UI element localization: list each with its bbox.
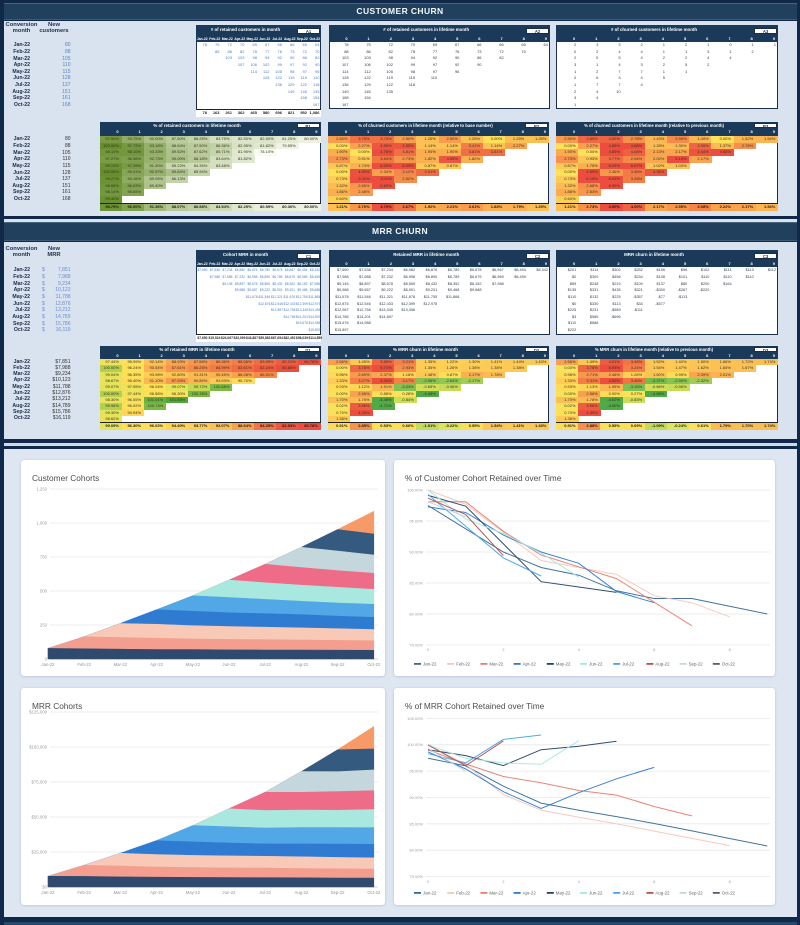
svg-text:% of MRR Cohort Retained over: % of MRR Cohort Retained over Time [405,701,545,711]
svg-text:Sep-22: Sep-22 [331,890,345,895]
svg-text:250: 250 [40,623,48,628]
svg-text:105.00%: 105.00% [407,715,423,720]
svg-text:Feb-22: Feb-22 [456,662,470,667]
svg-text:0: 0 [427,647,430,652]
svg-text:Aug-22: Aug-22 [655,890,670,895]
svg-text:0: 0 [45,657,48,662]
svg-text:90.00%: 90.00% [409,550,423,555]
svg-text:$125,000: $125,000 [29,709,48,714]
svg-text:Sep-22: Sep-22 [689,890,704,895]
svg-text:Jun-22: Jun-22 [589,662,603,667]
svg-text:Jul-22: Jul-22 [622,662,635,667]
svg-text:75.00%: 75.00% [409,643,423,648]
svg-text:May-22: May-22 [186,662,201,667]
svg-text:$25,000: $25,000 [31,849,47,854]
svg-text:100.00%: 100.00% [407,488,423,493]
svg-text:100.00%: 100.00% [407,742,423,747]
svg-text:500: 500 [40,589,48,594]
svg-text:$50,000: $50,000 [31,814,47,819]
svg-text:Jul-22: Jul-22 [259,662,271,667]
svg-text:Jan-22: Jan-22 [423,662,437,667]
svg-text:Apr-22: Apr-22 [150,662,164,667]
svg-text:6: 6 [653,879,656,884]
svg-text:6: 6 [653,647,656,652]
svg-text:8: 8 [728,879,731,884]
svg-text:85.00%: 85.00% [409,581,423,586]
svg-text:Apr-22: Apr-22 [523,662,537,667]
svg-text:75.00%: 75.00% [409,874,423,879]
svg-text:750: 750 [40,555,48,560]
svg-text:Mar-22: Mar-22 [489,890,503,895]
svg-text:Apr-22: Apr-22 [523,890,537,895]
svg-text:Oct-22: Oct-22 [722,890,736,895]
svg-text:Jun-22: Jun-22 [589,890,603,895]
svg-text:80.00%: 80.00% [409,612,423,617]
svg-text:95.00%: 95.00% [409,519,423,524]
svg-text:May-22: May-22 [556,662,571,667]
svg-text:Aug-22: Aug-22 [294,890,308,895]
svg-text:4: 4 [578,647,581,652]
svg-text:May-22: May-22 [186,890,201,895]
svg-text:% of Customer Cohort Retained: % of Customer Cohort Retained over Time [405,473,562,483]
svg-text:Feb-22: Feb-22 [77,890,91,895]
svg-text:Jan-22: Jan-22 [41,662,55,667]
svg-text:Feb-22: Feb-22 [456,890,470,895]
svg-text:Jun-22: Jun-22 [222,890,236,895]
svg-text:$75,000: $75,000 [31,779,47,784]
svg-text:Sep-22: Sep-22 [689,662,704,667]
svg-text:$100,000: $100,000 [29,744,48,749]
svg-text:Oct-22: Oct-22 [367,890,381,895]
svg-text:95.00%: 95.00% [409,768,423,773]
svg-text:90.00%: 90.00% [409,794,423,799]
svg-text:0: 0 [427,879,430,884]
svg-text:Oct-22: Oct-22 [722,662,736,667]
svg-text:Jan-22: Jan-22 [423,890,437,895]
svg-text:Jul-22: Jul-22 [259,890,271,895]
svg-text:Jun-22: Jun-22 [222,662,236,667]
svg-text:Sep-22: Sep-22 [331,662,345,667]
svg-text:Aug-22: Aug-22 [294,662,308,667]
svg-text:8: 8 [728,647,731,652]
svg-text:Aug-22: Aug-22 [655,662,670,667]
svg-text:Mar-22: Mar-22 [489,662,503,667]
svg-text:1,250: 1,250 [36,487,47,492]
svg-text:1,000: 1,000 [36,521,47,526]
svg-text:80.00%: 80.00% [409,847,423,852]
svg-text:Oct-22: Oct-22 [367,662,381,667]
svg-text:Mar-22: Mar-22 [114,662,128,667]
svg-text:$0: $0 [42,884,47,889]
svg-text:Jan-22: Jan-22 [41,890,55,895]
svg-text:85.00%: 85.00% [409,821,423,826]
svg-text:Feb-22: Feb-22 [77,662,91,667]
svg-text:2: 2 [502,879,505,884]
svg-text:MRR Cohorts: MRR Cohorts [32,701,82,711]
svg-text:Mar-22: Mar-22 [114,890,128,895]
svg-text:2: 2 [502,647,505,652]
svg-text:May-22: May-22 [556,890,571,895]
svg-text:Jul-22: Jul-22 [622,890,635,895]
svg-text:4: 4 [578,879,581,884]
svg-text:Apr-22: Apr-22 [150,890,164,895]
svg-text:Customer Cohorts: Customer Cohorts [32,473,99,483]
